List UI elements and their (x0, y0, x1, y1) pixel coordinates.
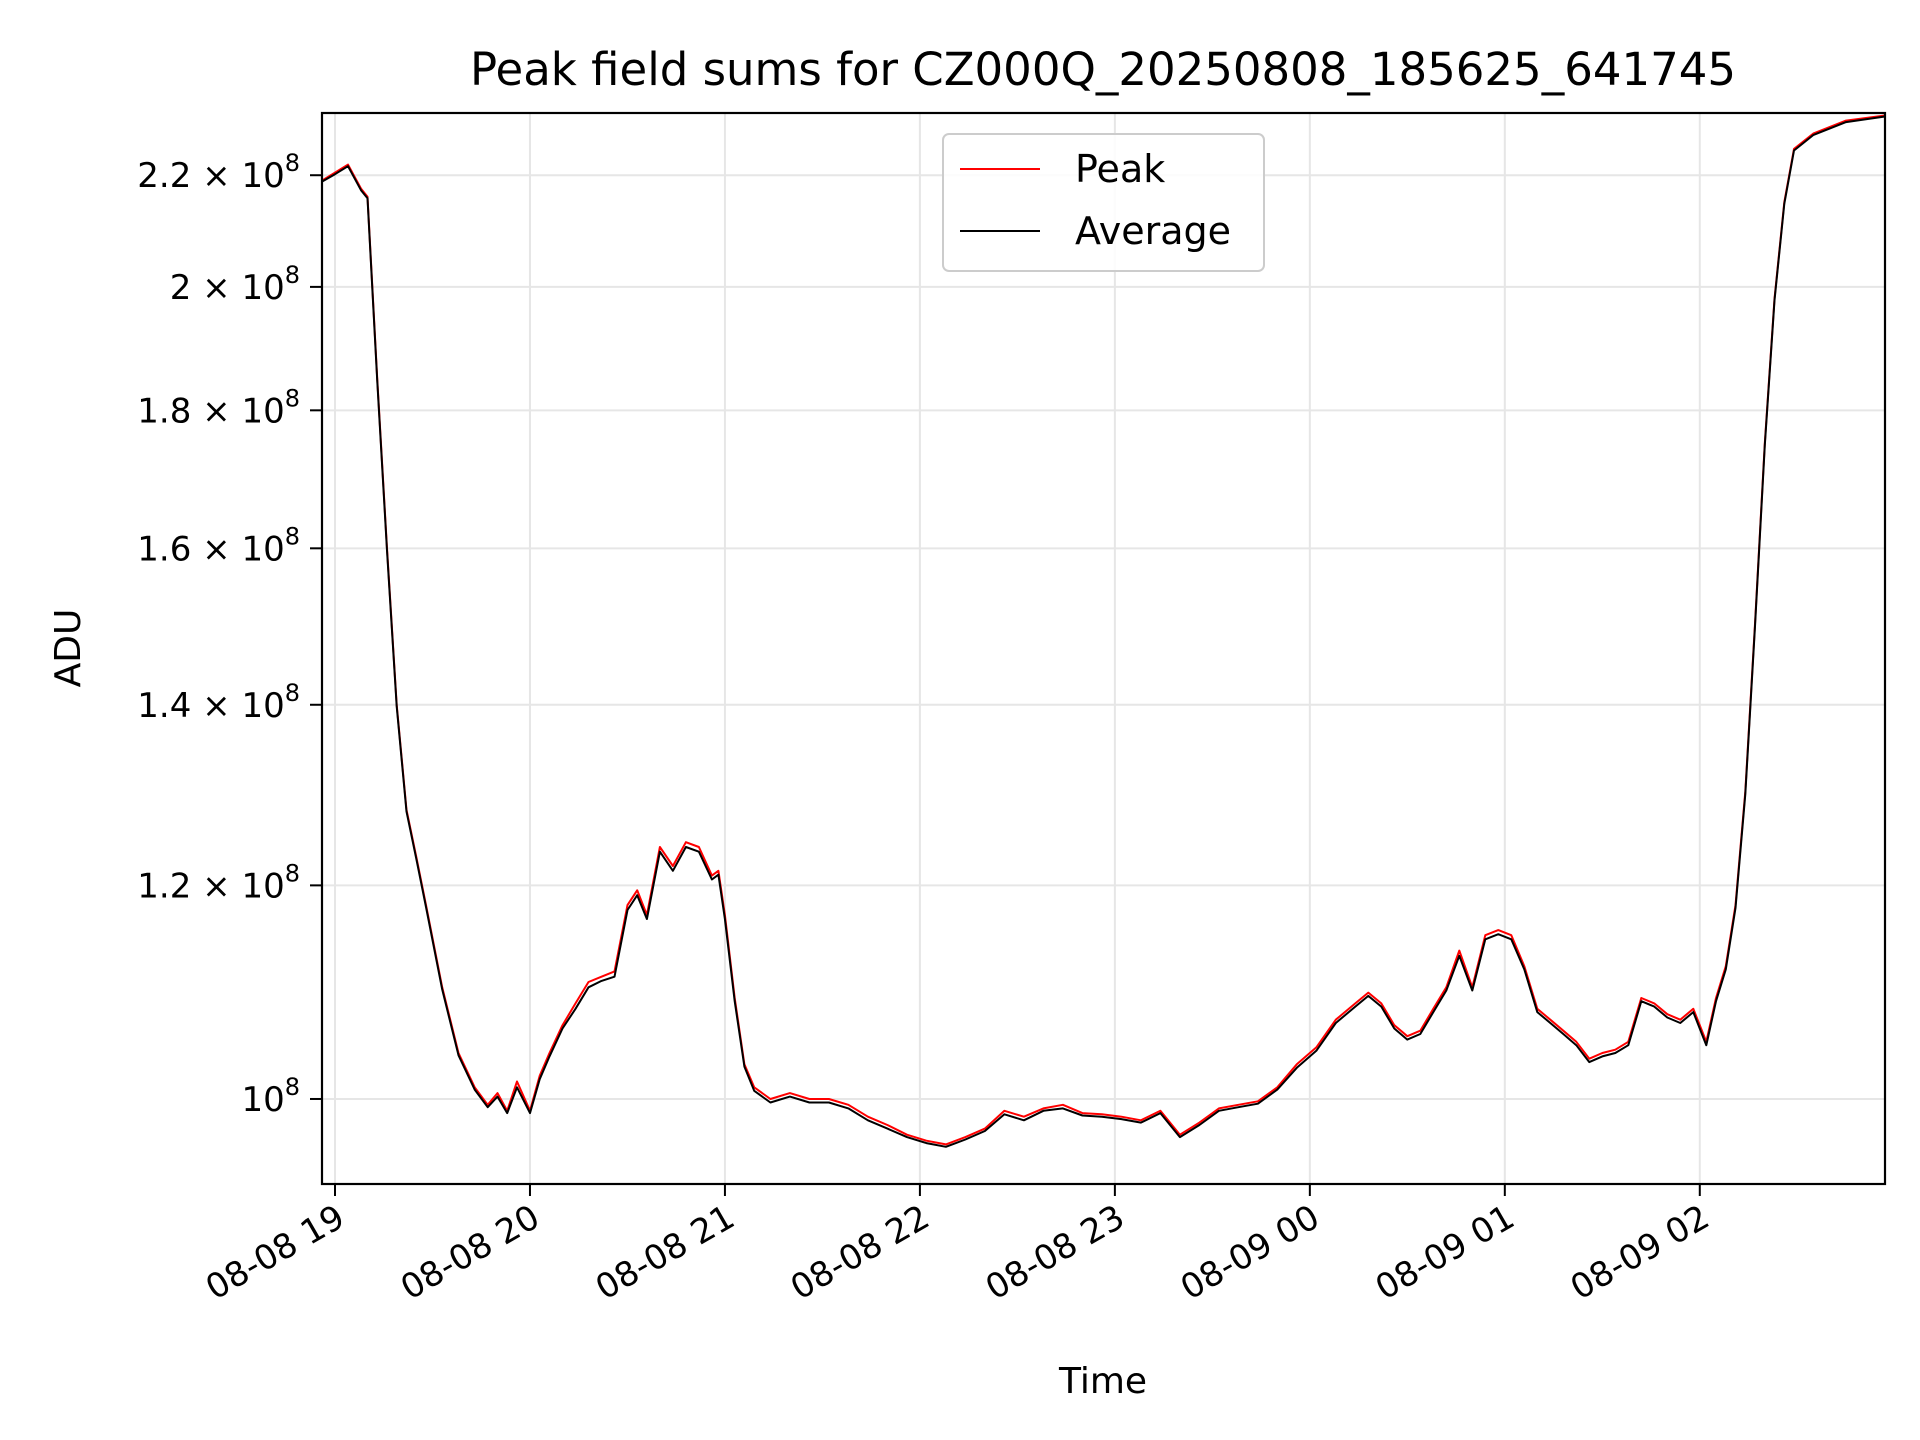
chart-title: Peak field sums for CZ000Q_20250808_1856… (470, 43, 1736, 96)
x-axis-label: Time (1058, 1361, 1147, 1402)
y-axis-label: ADU (48, 609, 89, 688)
legend-label-peak: Peak (1075, 147, 1165, 191)
plot-frame (320, 111, 1887, 1186)
legend-label-average: Average (1075, 209, 1231, 253)
y-tick-label: 2 × 108 (170, 261, 300, 308)
legend: Peak Average (942, 133, 1265, 272)
y-tick-label: 1.4 × 108 (137, 679, 300, 726)
series-line-average (321, 115, 1886, 1148)
y-tick-label: 1.2 × 108 (137, 859, 300, 906)
y-axis: 108 1.2 × 108 1.4 × 108 1.6 × 108 1.8 × 108 2… (137, 149, 322, 1120)
series-layer (321, 114, 1886, 1148)
y-tick-label: 1.6 × 108 (137, 522, 300, 569)
y-tick-label: 1.8 × 108 (137, 384, 300, 431)
y-tick-label: 108 (241, 1073, 300, 1120)
y-tick-label: 2.2 × 108 (137, 149, 300, 196)
